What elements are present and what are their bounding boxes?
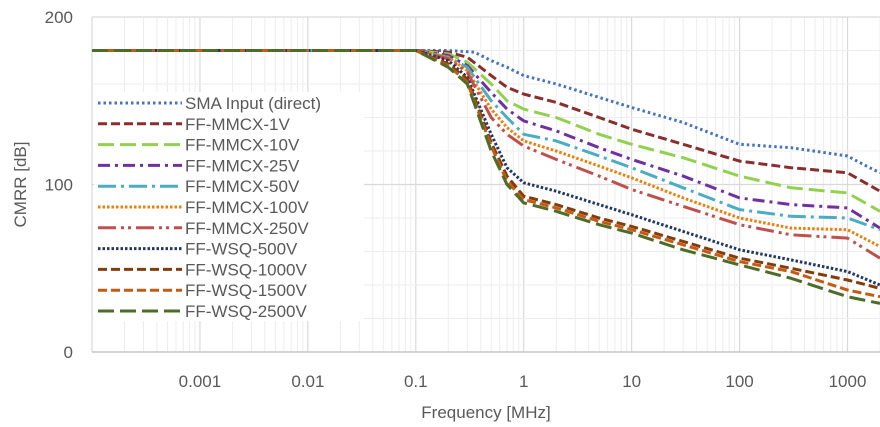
series-line-1 xyxy=(92,49,880,175)
x-axis-title: Frequency [MHz] xyxy=(421,403,550,422)
series-line-3 xyxy=(92,49,880,213)
legend-label-10: FF-WSQ-1500V xyxy=(185,281,308,300)
x-tick-label: 10 xyxy=(622,372,641,391)
legend-label-3: FF-MMCX-10V xyxy=(185,136,300,155)
x-tick-label: 0.001 xyxy=(179,372,222,391)
legend-item-bg xyxy=(94,154,364,176)
legend-item-bg xyxy=(94,112,364,134)
series-line-2 xyxy=(92,49,880,193)
x-tick-label: 100 xyxy=(725,372,753,391)
legend-item-bg xyxy=(94,300,364,321)
legend-item-bg xyxy=(94,196,364,217)
legend-item-bg xyxy=(94,92,364,113)
legend-item-bg xyxy=(94,258,364,280)
legend-label-6: FF-MMCX-100V xyxy=(185,198,309,217)
legend-label-1: SMA Input (direct) xyxy=(185,94,321,113)
legend-item-bg xyxy=(94,133,364,155)
y-tick-labels: 0 100 200 xyxy=(45,8,73,362)
x-tick-labels: 0.001 0.01 0.1 1 10 100 1000 xyxy=(179,372,867,391)
y-tick-label: 100 xyxy=(45,176,73,195)
x-tick-label: 1000 xyxy=(829,372,867,391)
legend-label-7: FF-MMCX-250V xyxy=(185,219,309,238)
legend-item-bg xyxy=(94,175,364,197)
series-line-6 xyxy=(92,49,880,248)
y-tick-label: 200 xyxy=(45,8,73,27)
legend-label-4: FF-MMCX-25V xyxy=(185,156,300,175)
legend-item-bg xyxy=(94,279,364,301)
series-line-11 xyxy=(92,49,880,305)
series-line-9 xyxy=(92,49,880,290)
legend-label-2: FF-MMCX-1V xyxy=(185,115,290,134)
x-tick-label: 1 xyxy=(519,372,528,391)
series-line-5 xyxy=(92,49,880,232)
series-layer xyxy=(92,49,880,305)
x-tick-label: 0.1 xyxy=(404,372,428,391)
y-tick-label: 0 xyxy=(64,343,73,362)
legend-item-bg xyxy=(94,216,364,238)
series-line-7 xyxy=(92,49,880,260)
y-axis-title: CMRR [dB] xyxy=(11,142,30,228)
legend-label-8: FF-WSQ-500V xyxy=(185,240,298,259)
legend-label-5: FF-MMCX-50V xyxy=(185,177,300,196)
series-line-8 xyxy=(92,49,880,287)
legend: SMA Input (direct)FF-MMCX-1VFF-MMCX-10VF… xyxy=(94,92,364,321)
legend-label-11: FF-WSQ-2500V xyxy=(185,302,308,321)
legend-item-bg xyxy=(94,237,364,259)
x-tick-label: 0.01 xyxy=(291,372,324,391)
legend-label-9: FF-WSQ-1000V xyxy=(185,260,308,279)
